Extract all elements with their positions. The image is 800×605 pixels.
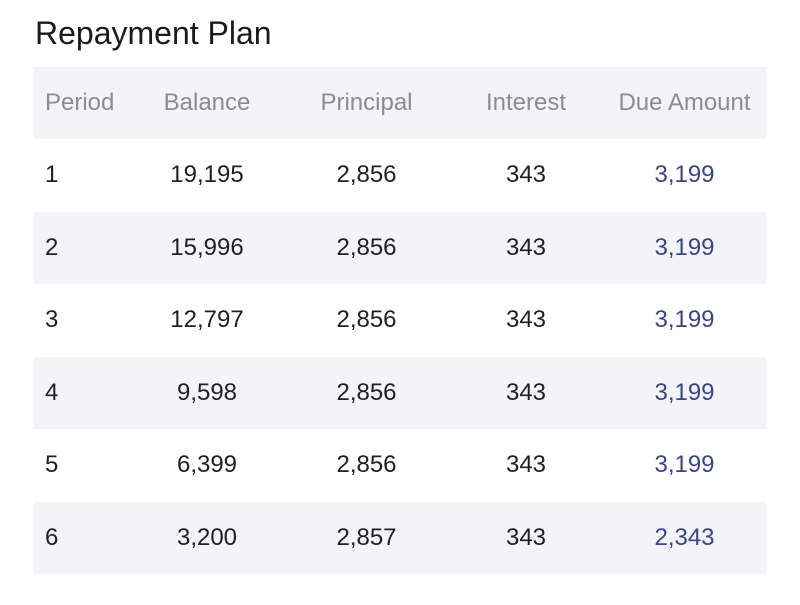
balance-cell: 6,399 [176, 451, 238, 479]
period-cell: 3 [45, 306, 59, 334]
principal-cell: 2,856 [336, 306, 397, 334]
balance-cell: 9,598 [176, 378, 238, 406]
table-row: 2 15,996 2,856 343 3,199 [34, 211, 766, 284]
table-row: 4 9,598 2,856 343 3,199 [34, 356, 766, 429]
period-cell: 2 [45, 233, 59, 261]
interest-cell: 343 [505, 306, 547, 334]
principal-cell: 2,857 [336, 523, 397, 551]
interest-cell: 343 [505, 378, 547, 406]
balance-cell: 15,996 [170, 233, 244, 261]
table-row: 6 3,200 2,857 343 2,343 [34, 501, 766, 574]
interest-cell: 343 [505, 523, 547, 551]
table-header-row: Period Balance Principal Interest Due Am… [34, 67, 766, 139]
column-header-principal: Principal [320, 89, 413, 116]
due-amount-cell: 3,199 [654, 233, 715, 261]
due-amount-cell: 3,199 [654, 161, 715, 189]
interest-cell: 343 [505, 451, 547, 479]
column-header-due-amount: Due Amount [618, 89, 751, 116]
balance-cell: 3,200 [176, 523, 238, 551]
table-row: 5 6,399 2,856 343 3,199 [34, 429, 766, 502]
principal-cell: 2,856 [336, 378, 397, 406]
repayment-table: Period Balance Principal Interest Due Am… [34, 67, 766, 574]
table-row: 3 12,797 2,856 343 3,199 [34, 284, 766, 357]
page-title: Repayment Plan [35, 15, 272, 51]
table-row: 1 19,195 2,856 343 3,199 [34, 139, 766, 212]
period-cell: 5 [45, 451, 59, 479]
balance-cell: 19,195 [170, 161, 244, 189]
column-header-interest: Interest [485, 89, 567, 116]
interest-cell: 343 [505, 233, 547, 261]
due-amount-cell: 3,199 [654, 451, 715, 479]
interest-cell: 343 [505, 161, 547, 189]
period-cell: 4 [45, 378, 59, 406]
due-amount-cell: 3,199 [654, 306, 715, 334]
principal-cell: 2,856 [336, 233, 397, 261]
column-header-balance: Balance [163, 89, 251, 116]
due-amount-cell: 2,343 [654, 523, 715, 551]
principal-cell: 2,856 [336, 161, 397, 189]
column-header-period: Period [45, 89, 115, 116]
balance-cell: 12,797 [170, 306, 244, 334]
period-cell: 6 [45, 523, 59, 551]
due-amount-cell: 3,199 [654, 378, 715, 406]
period-cell: 1 [45, 161, 59, 189]
principal-cell: 2,856 [336, 451, 397, 479]
